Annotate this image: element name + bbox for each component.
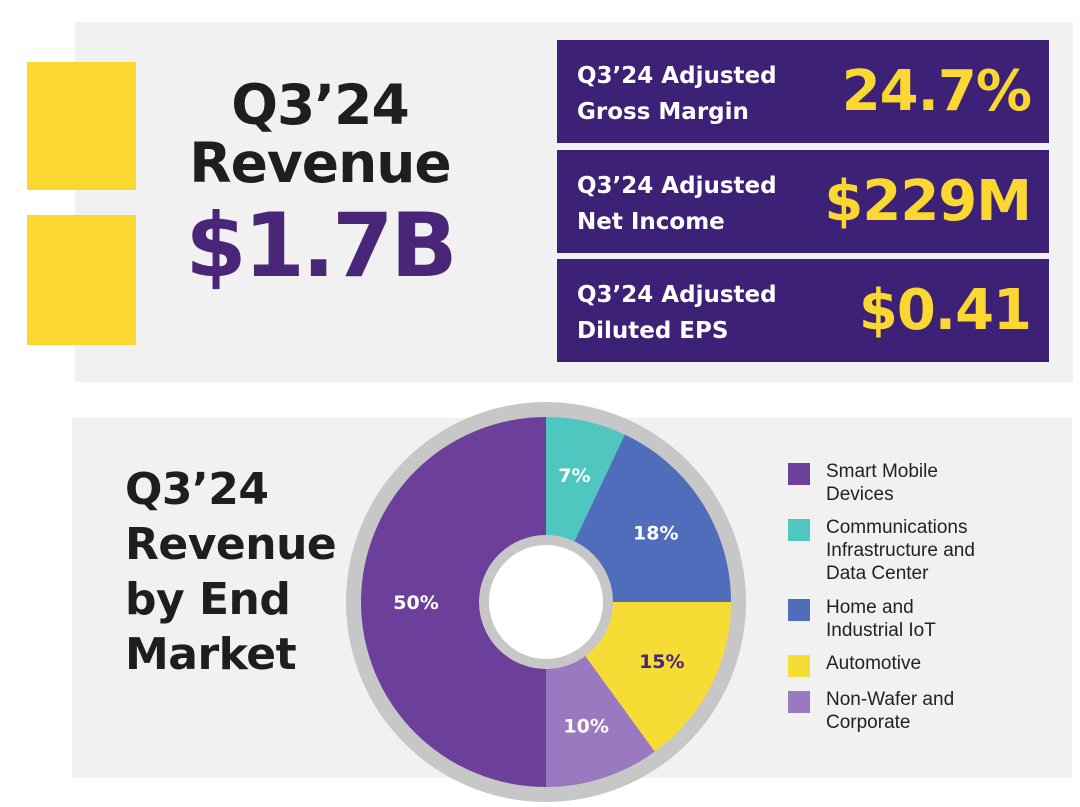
metric-label-line: Q3’24 Adjusted	[577, 173, 777, 199]
legend-label-line: Automotive	[826, 653, 922, 674]
decorative-yellow-block	[27, 215, 136, 345]
legend-label-line: Non-Wafer and	[826, 689, 955, 710]
legend-label: Home and Industrial IoT	[826, 596, 1066, 642]
metric-label-line: Q3’24 Adjusted	[577, 63, 777, 89]
end-market-title-line: Market	[125, 629, 297, 680]
metric-label: Q3’24 Adjusted Diluted EPS	[577, 277, 807, 349]
legend-label-line: Home and	[826, 597, 914, 618]
legend-label-line: Industrial IoT	[826, 620, 936, 641]
decorative-yellow-block	[27, 62, 136, 190]
end-market-pie-chart: 7% 18% 15% 10% 50%	[346, 402, 746, 802]
end-market-title-line: Revenue	[125, 519, 337, 570]
legend-swatch	[788, 655, 810, 677]
metric-value: $229M	[824, 169, 1032, 234]
pie-slice-label: 18%	[633, 522, 678, 544]
metric-card-net-income: Q3’24 Adjusted Net Income $229M	[557, 150, 1049, 253]
revenue-title: Q3’24 Revenue	[150, 76, 490, 192]
metric-label: Q3’24 Adjusted Net Income	[577, 168, 807, 240]
legend-swatch	[788, 463, 810, 485]
metric-card-gross-margin: Q3’24 Adjusted Gross Margin 24.7%	[557, 40, 1049, 143]
pie-slice-label: 7%	[558, 465, 590, 487]
legend-label-line: Corporate	[826, 712, 911, 733]
legend-swatch	[788, 519, 810, 541]
pie-center-hole	[479, 535, 613, 669]
metric-label-line: Q3’24 Adjusted	[577, 282, 777, 308]
pie-slice	[361, 417, 546, 787]
metric-label-line: Net Income	[577, 209, 725, 235]
legend-swatch	[788, 691, 810, 713]
legend-label-line: Data Center	[826, 563, 929, 584]
legend-label: Communications Infrastructure and Data Cen…	[826, 516, 1066, 585]
legend-label-line: Communications	[826, 517, 968, 538]
metric-value: 24.7%	[841, 59, 1032, 124]
end-market-title-line: by End	[125, 574, 291, 625]
revenue-title-line: Revenue	[189, 131, 451, 195]
revenue-value: $1.7B	[185, 194, 457, 297]
metric-label-line: Gross Margin	[577, 99, 749, 125]
metric-label-line: Diluted EPS	[577, 318, 729, 344]
legend-label: Non-Wafer and Corporate	[826, 688, 1066, 734]
metric-card-diluted-eps: Q3’24 Adjusted Diluted EPS $0.41	[557, 259, 1049, 362]
end-market-title: Q3’24 Revenue by End Market	[125, 462, 365, 682]
legend-label-line: Smart Mobile	[826, 461, 938, 482]
legend-label-line: Infrastructure and	[826, 540, 975, 561]
revenue-title-line: Q3’24	[231, 73, 409, 137]
pie-slice-label: 15%	[639, 651, 684, 673]
metric-label: Q3’24 Adjusted Gross Margin	[577, 58, 807, 130]
pie-slice-label: 50%	[393, 592, 438, 614]
metric-value: $0.41	[858, 278, 1032, 343]
legend-label: Automotive	[826, 652, 1066, 675]
legend-swatch	[788, 599, 810, 621]
pie-slice-label: 10%	[563, 716, 608, 738]
end-market-title-line: Q3’24	[125, 464, 269, 515]
legend-label-line: Devices	[826, 484, 894, 505]
legend-label: Smart Mobile Devices	[826, 460, 1066, 506]
